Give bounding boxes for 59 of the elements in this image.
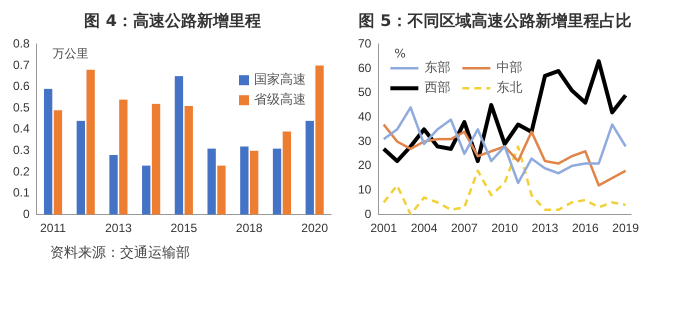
bar <box>86 70 95 215</box>
bar <box>54 110 62 215</box>
x-tick-label: 2018 <box>236 221 263 236</box>
y-axis-title: % <box>394 46 406 60</box>
y-tick-label: 0.7 <box>12 58 30 72</box>
y-axis-title: 万公里 <box>52 46 89 60</box>
bar <box>119 100 128 215</box>
bar <box>184 106 193 215</box>
legend-label: 东部 <box>424 60 450 76</box>
bar <box>306 120 314 215</box>
x-tick-label: 2007 <box>451 221 478 236</box>
bar <box>76 120 85 215</box>
text: 资料来源：交通运输部 <box>50 244 190 262</box>
x-tick-label: 2016 <box>572 221 599 236</box>
bar <box>142 166 150 215</box>
x-tick-label: 2019 <box>612 221 640 236</box>
y-tick-label: 0 <box>364 206 372 221</box>
y-tick-label: 0.8 <box>12 36 30 51</box>
y-tick-label: 0 <box>22 206 30 221</box>
x-tick-label: 2020 <box>301 221 328 236</box>
y-tick-label: 0.1 <box>12 186 30 200</box>
y-tick-label: 60 <box>358 60 372 75</box>
bar <box>315 66 324 215</box>
x-tick-label: 2004 <box>410 221 438 236</box>
y-tick-label: 20 <box>358 158 372 172</box>
legend-label: 省级高速 <box>254 92 306 108</box>
y-tick-label: 30 <box>358 134 372 148</box>
y-tick-label: 0.4 <box>12 122 30 136</box>
y-tick-label: 0.3 <box>12 143 30 158</box>
line-series <box>382 145 627 215</box>
x-tick-label: 2011 <box>40 221 66 236</box>
bar <box>44 88 52 215</box>
y-tick-label: 0.5 <box>12 100 30 114</box>
bar <box>152 104 160 215</box>
x-tick-label: 2013 <box>532 221 559 236</box>
bar <box>207 148 216 215</box>
legend-label: 国家高速 <box>254 72 306 88</box>
x-tick-label: 2010 <box>491 221 518 236</box>
bar <box>240 146 249 215</box>
y-tick-label: 0.2 <box>12 164 30 178</box>
legend-label: 西部 <box>424 80 450 96</box>
y-tick-label: 50 <box>358 85 372 100</box>
bar <box>272 148 282 215</box>
bar <box>109 154 118 215</box>
chart-title: 图 5：不同区域高速公路新增里程占比 <box>358 10 632 32</box>
legend-label: 中部 <box>496 60 522 76</box>
x-tick-label: 2013 <box>105 221 132 236</box>
legend-label: 东北 <box>496 80 522 96</box>
y-tick-label: 10 <box>358 182 372 197</box>
x-tick-label: 2001 <box>370 221 398 236</box>
bar <box>250 150 258 215</box>
y-tick-label: 70 <box>358 36 372 51</box>
y-tick-label: 40 <box>358 110 372 124</box>
bar <box>174 76 184 215</box>
chart-title: 图 4：高速公路新增里程 <box>83 10 262 32</box>
bar <box>217 166 226 215</box>
bar <box>282 132 292 215</box>
y-tick-label: 0.6 <box>12 79 30 94</box>
x-tick-label: 2015 <box>170 221 198 236</box>
